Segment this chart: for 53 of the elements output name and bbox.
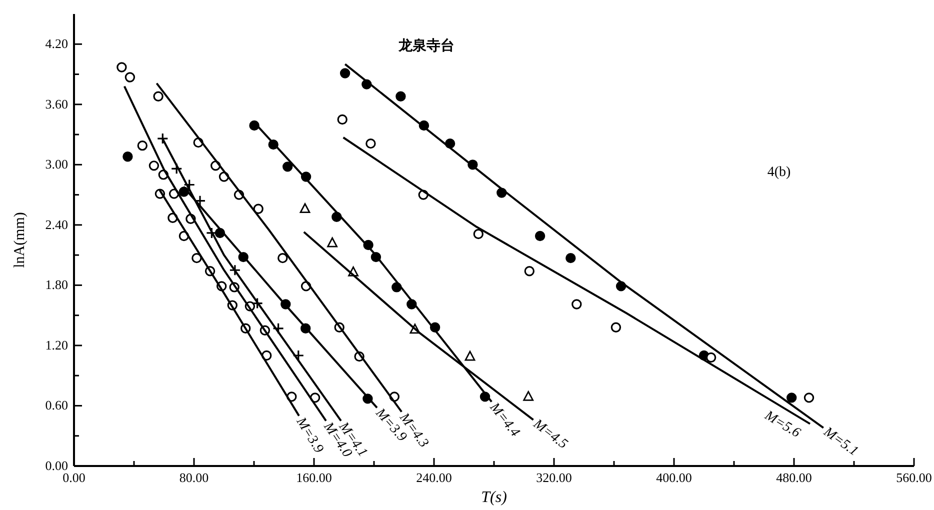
y-tick-label: 1.80: [45, 277, 68, 292]
point: [229, 264, 241, 276]
point: [473, 228, 484, 240]
x-tick-label: 160.00: [296, 470, 332, 485]
y-axis-title: lnA(mm): [12, 212, 28, 268]
y-tick-label: 0.00: [45, 458, 68, 473]
point: [156, 132, 168, 144]
point: [566, 252, 576, 264]
y-tick-label: 1.20: [45, 337, 68, 352]
x-tick-label: 480.00: [776, 470, 812, 485]
point: [706, 352, 716, 363]
point: [523, 390, 534, 401]
x-axis-title: T(s): [481, 489, 507, 506]
point: [572, 299, 582, 310]
point: [610, 322, 622, 332]
point: [116, 62, 127, 72]
point: [124, 72, 136, 82]
point: [366, 138, 376, 149]
x-tick-label: 80.00: [179, 470, 209, 485]
point: [278, 252, 288, 264]
point: [122, 152, 133, 162]
point: [786, 392, 797, 403]
y-tick-label: 3.60: [45, 96, 68, 112]
point: [282, 162, 293, 172]
y-tick-label: 4.20: [45, 36, 68, 52]
point: [137, 140, 148, 151]
y-tick-label: 3.00: [45, 156, 68, 172]
point: [340, 68, 350, 78]
point: [272, 322, 284, 334]
point: [300, 203, 310, 214]
point: [534, 230, 546, 242]
x-tick-label: 400.00: [656, 470, 692, 485]
x-tick-label: 0.00: [62, 470, 86, 485]
point: [192, 252, 202, 264]
point: [396, 91, 406, 102]
point: [337, 114, 348, 125]
point: [464, 350, 476, 361]
y-tick-label: 0.60: [45, 398, 68, 413]
point: [253, 204, 264, 214]
point: [148, 160, 160, 171]
point: [170, 162, 182, 174]
point: [804, 392, 814, 403]
point: [153, 91, 164, 102]
point: [524, 266, 534, 276]
text: 龙泉寺台: [398, 38, 454, 54]
y-tick-label: 2.40: [45, 216, 68, 232]
annotation: 4(b): [767, 165, 791, 180]
point: [327, 237, 338, 248]
point: [292, 350, 304, 362]
x-tick-label: 320.00: [536, 470, 572, 485]
x-tick-label: 240.00: [416, 470, 452, 485]
x-tick-label: 560.00: [896, 470, 932, 485]
point: [252, 297, 264, 310]
